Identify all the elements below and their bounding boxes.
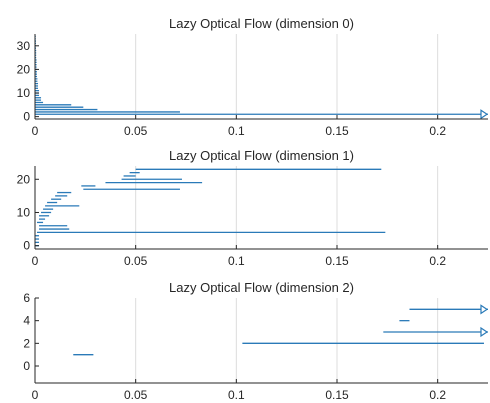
x-tick-label: 0.15 bbox=[325, 254, 349, 268]
x-tick-label: 0.05 bbox=[124, 254, 148, 268]
y-tick-label: 2 bbox=[23, 336, 30, 350]
y-tick-label: 20 bbox=[17, 172, 31, 186]
y-tick-label: 30 bbox=[17, 39, 31, 53]
panel-1: 0 0.05 0.1 0.15 0.2 0 10 20 Lazy Optical Flow (d… bbox=[17, 148, 488, 268]
truncation-arrow bbox=[480, 304, 489, 315]
x-tick-label: 0.2 bbox=[429, 124, 446, 138]
truncation-arrow bbox=[480, 109, 489, 120]
x-tick-label: 0.2 bbox=[429, 254, 446, 268]
panel-title: Lazy Optical Flow (dimension 0) bbox=[169, 16, 354, 31]
y-tick-label: 0 bbox=[23, 110, 30, 124]
panel-title: Lazy Optical Flow (dimension 1) bbox=[169, 148, 354, 163]
x-tick-label: 0.2 bbox=[429, 388, 446, 402]
panel-0: 0 0.05 0.1 0.15 0.2 0 10 20 30 Lazy Optical Flow … bbox=[17, 16, 489, 138]
y-tick-label: 0 bbox=[23, 359, 30, 373]
panel-2: 0 0.05 0.1 0.15 0.2 0 2 4 6 Lazy Optical Flow (di… bbox=[23, 280, 489, 402]
x-tick-label: 0.05 bbox=[124, 388, 148, 402]
y-tick-label: 6 bbox=[23, 291, 30, 305]
y-tick-label: 20 bbox=[17, 62, 31, 76]
x-tick-label: 0.15 bbox=[325, 124, 349, 138]
y-tick-label: 0 bbox=[23, 239, 30, 253]
y-tick-label: 10 bbox=[17, 86, 31, 100]
x-tick-label: 0.1 bbox=[228, 124, 245, 138]
x-tick-label: 0.1 bbox=[228, 254, 245, 268]
truncation-arrow bbox=[480, 326, 489, 338]
y-tick-label: 4 bbox=[23, 314, 30, 328]
x-tick-label: 0 bbox=[32, 254, 39, 268]
y-tick-label: 10 bbox=[17, 205, 31, 219]
panel-title: Lazy Optical Flow (dimension 2) bbox=[169, 280, 354, 295]
x-tick-label: 0.05 bbox=[124, 124, 148, 138]
x-tick-label: 0.15 bbox=[325, 388, 349, 402]
x-tick-label: 0.1 bbox=[228, 388, 245, 402]
x-tick-label: 0 bbox=[32, 388, 39, 402]
x-tick-label: 0 bbox=[32, 124, 39, 138]
